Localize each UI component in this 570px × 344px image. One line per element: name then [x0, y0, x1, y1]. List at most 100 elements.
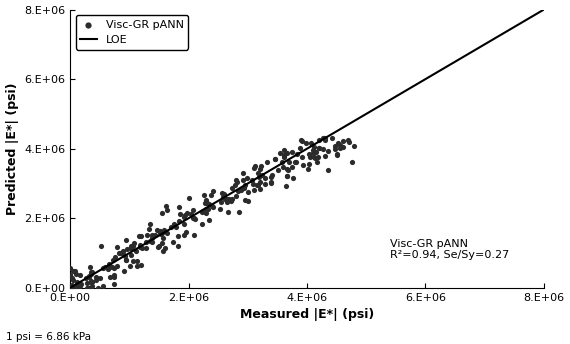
Visc-GR pANN [158, 248, 167, 254]
Visc-GR pANN [188, 207, 197, 213]
Visc-GR pANN [110, 254, 119, 260]
Visc-GR pANN [127, 245, 136, 250]
Visc-GR pANN [254, 182, 263, 187]
Visc-GR pANN [288, 175, 298, 181]
Visc-GR pANN [209, 205, 218, 210]
Visc-GR pANN [207, 203, 217, 208]
Visc-GR pANN [203, 206, 213, 211]
Visc-GR pANN [181, 229, 190, 234]
Visc-GR pANN [345, 139, 354, 145]
Visc-GR pANN [118, 251, 127, 256]
Visc-GR pANN [238, 178, 247, 183]
Visc-GR pANN [112, 264, 121, 269]
Visc-GR pANN [155, 243, 164, 249]
Visc-GR pANN [122, 237, 131, 243]
Visc-GR pANN [184, 195, 193, 201]
Visc-GR pANN [66, 272, 75, 278]
Visc-GR pANN [67, 282, 76, 288]
Visc-GR pANN [327, 136, 336, 141]
Visc-GR pANN [201, 207, 210, 212]
Visc-GR pANN [298, 154, 307, 160]
Visc-GR pANN [180, 221, 189, 226]
Visc-GR pANN [205, 201, 214, 206]
Visc-GR pANN [72, 282, 82, 287]
Visc-GR pANN [87, 270, 96, 275]
Visc-GR pANN [234, 209, 243, 215]
Visc-GR pANN [247, 178, 256, 183]
Visc-GR pANN [104, 266, 113, 271]
Visc-GR pANN [255, 180, 264, 185]
Visc-GR pANN [156, 228, 165, 234]
Visc-GR pANN [253, 170, 262, 176]
Visc-GR pANN [129, 241, 139, 246]
Visc-GR pANN [171, 224, 180, 230]
Visc-GR pANN [127, 245, 136, 251]
Visc-GR pANN [198, 209, 207, 215]
Visc-GR pANN [85, 285, 94, 291]
Visc-GR pANN [104, 261, 113, 267]
Visc-GR pANN [323, 148, 332, 153]
Visc-GR pANN [283, 173, 292, 179]
Visc-GR pANN [71, 285, 80, 291]
Text: 1 psi = 6.86 kPa: 1 psi = 6.86 kPa [6, 332, 91, 342]
Visc-GR pANN [279, 164, 288, 170]
Visc-GR pANN [217, 191, 226, 196]
Visc-GR pANN [314, 154, 323, 160]
Visc-GR pANN [131, 248, 140, 254]
Visc-GR pANN [115, 251, 124, 256]
Visc-GR pANN [145, 226, 154, 232]
Visc-GR pANN [278, 160, 287, 165]
Visc-GR pANN [119, 248, 128, 254]
Visc-GR pANN [307, 140, 316, 146]
Visc-GR pANN [166, 224, 176, 229]
Visc-GR pANN [121, 254, 130, 259]
Visc-GR pANN [200, 209, 209, 215]
Visc-GR pANN [84, 274, 93, 279]
Visc-GR pANN [112, 244, 121, 250]
Visc-GR pANN [82, 285, 91, 291]
Visc-GR pANN [162, 230, 171, 236]
Visc-GR pANN [109, 265, 119, 270]
Visc-GR pANN [227, 196, 237, 202]
Visc-GR pANN [273, 168, 282, 173]
Visc-GR pANN [96, 243, 105, 248]
Visc-GR pANN [160, 245, 169, 251]
Visc-GR pANN [283, 167, 292, 173]
Visc-GR pANN [332, 151, 341, 157]
Visc-GR pANN [138, 245, 147, 251]
Visc-GR pANN [226, 198, 235, 204]
Visc-GR pANN [241, 182, 250, 188]
Visc-GR pANN [321, 153, 330, 159]
Visc-GR pANN [141, 245, 150, 251]
Visc-GR pANN [231, 178, 241, 183]
Visc-GR pANN [254, 174, 263, 179]
Visc-GR pANN [292, 159, 301, 165]
Visc-GR pANN [315, 145, 324, 151]
Visc-GR pANN [154, 245, 163, 250]
Visc-GR pANN [110, 274, 119, 280]
Visc-GR pANN [180, 212, 189, 217]
Visc-GR pANN [82, 276, 91, 281]
Visc-GR pANN [217, 200, 226, 205]
Visc-GR pANN [222, 200, 231, 205]
Visc-GR pANN [127, 252, 136, 258]
Visc-GR pANN [107, 265, 116, 270]
Visc-GR pANN [173, 233, 182, 239]
Visc-GR pANN [86, 280, 95, 285]
Visc-GR pANN [119, 268, 128, 273]
Visc-GR pANN [132, 259, 141, 264]
Visc-GR pANN [319, 136, 328, 141]
Visc-GR pANN [148, 232, 157, 237]
Visc-GR pANN [148, 239, 157, 245]
Visc-GR pANN [74, 285, 83, 291]
Visc-GR pANN [95, 275, 104, 280]
Visc-GR pANN [308, 148, 317, 153]
Visc-GR pANN [156, 230, 165, 235]
Visc-GR pANN [66, 272, 75, 278]
Visc-GR pANN [266, 174, 275, 180]
Visc-GR pANN [93, 285, 103, 290]
Visc-GR pANN [249, 181, 258, 187]
Visc-GR pANN [70, 268, 79, 273]
Visc-GR pANN [320, 136, 329, 141]
Visc-GR pANN [338, 144, 347, 150]
